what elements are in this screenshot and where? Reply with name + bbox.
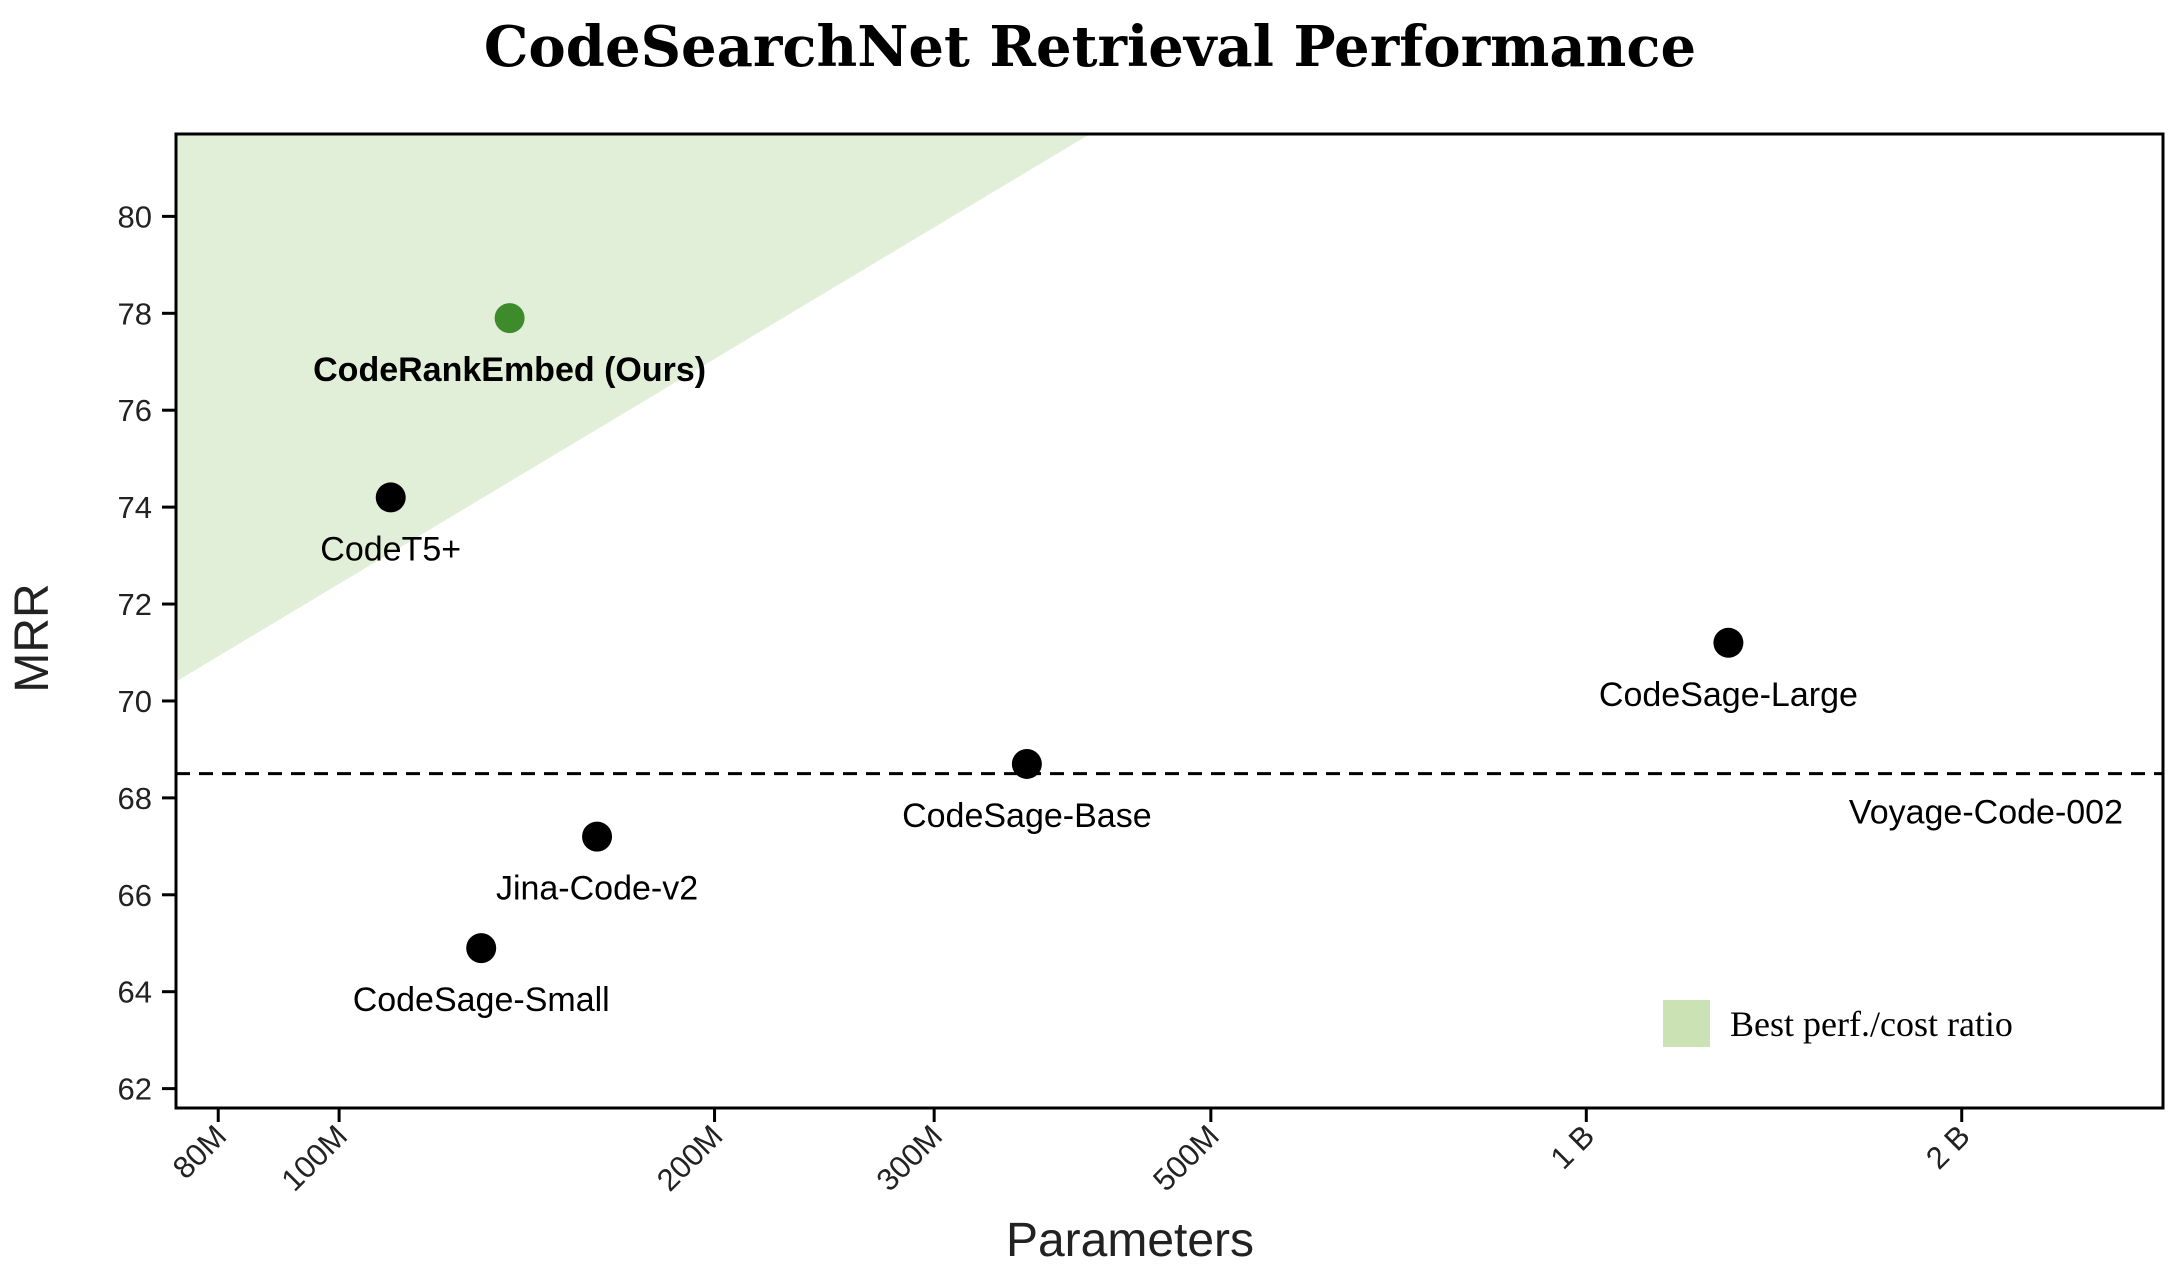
x-tick-label-300m: 300M (870, 1118, 950, 1198)
plot-frame (174, 132, 2165, 1110)
y-axis: 62 64 66 68 70 72 74 76 78 80 (118, 199, 176, 1107)
y-tick-label-76: 76 (118, 393, 152, 428)
point-label-codesage-large: CodeSage-Large (1599, 676, 1858, 714)
x-tick-label-2-b: 2 B (1919, 1118, 1977, 1176)
y-tick-label-62: 62 (118, 1072, 152, 1107)
point-label-codesage-base: CodeSage-Base (902, 797, 1152, 835)
y-tick-label-64: 64 (118, 975, 152, 1010)
best-ratio-region (176, 134, 1090, 682)
point-codet5 (375, 482, 406, 513)
y-axis-label: MRR (6, 583, 59, 692)
plot-border (174, 132, 2165, 1110)
x-tick-label-500m: 500M (1146, 1118, 1226, 1198)
point-codesage-small (466, 933, 497, 964)
x-tick-label-1-b: 1 B (1544, 1118, 1602, 1176)
x-tick-label-80m: 80M (166, 1118, 233, 1185)
x-tick-label-200m: 200M (650, 1118, 730, 1198)
point-label-coderankembed-ours: CodeRankEmbed (Ours) (313, 351, 706, 389)
reference-line-layer: Voyage-Code-002 (176, 772, 2163, 832)
point-coderankembed-ours (494, 303, 525, 334)
x-axis-label: Parameters (1006, 1214, 1254, 1267)
legend-swatch (1663, 1000, 1710, 1047)
x-axis: 80M 100M 200M 300M 500M 1 B 2 B (166, 1108, 1977, 1198)
y-tick-label-80: 80 (118, 199, 152, 234)
point-jina-code-v2 (582, 821, 613, 852)
y-tick-label-78: 78 (118, 296, 152, 331)
y-tick-label-74: 74 (118, 490, 152, 525)
point-label-codet5: CodeT5+ (320, 530, 461, 568)
legend-label: Best perf./cost ratio (1730, 1004, 2013, 1044)
point-codesage-base (1011, 748, 1042, 779)
reference-line-label: Voyage-Code-002 (1849, 794, 2123, 832)
point-labels: CodeRankEmbed (Ours) CodeT5+ CodeSage-Larg… (313, 351, 1858, 1019)
legend: Best perf./cost ratio (1663, 1000, 2013, 1047)
chart-title: CodeSearchNet Retrieval Performance (484, 14, 1696, 80)
point-codesage-large (1713, 627, 1744, 658)
point-label-codesage-small: CodeSage-Small (353, 981, 610, 1019)
y-tick-label-70: 70 (118, 684, 152, 719)
y-tick-label-72: 72 (118, 587, 152, 622)
point-label-jina-code-v2: Jina-Code-v2 (496, 870, 698, 908)
y-tick-label-66: 66 (118, 878, 152, 913)
data-points (375, 303, 1744, 964)
x-tick-label-100m: 100M (274, 1118, 354, 1198)
y-tick-label-68: 68 (118, 781, 152, 816)
best-ratio-region-shape (176, 134, 1090, 682)
